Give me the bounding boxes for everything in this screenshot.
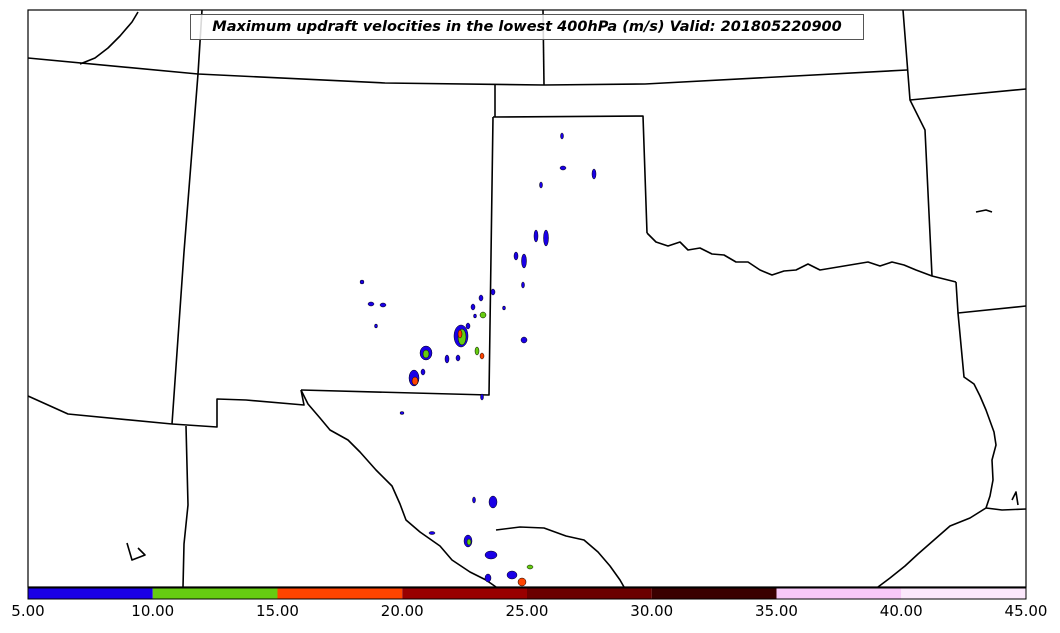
colorbar-bin [901,588,1026,599]
colorbar-bin [152,588,278,599]
sabine-river [957,312,997,509]
colorbar-tick-label: 20.00 [380,602,424,620]
updraft-cells [359,132,597,587]
border-chihuahua [182,425,189,588]
colorbar-tick-label: 40.00 [879,602,923,620]
colorbar-tick-label: 5.00 [11,602,45,620]
map-title: Maximum updraft velocities in the lowest… [190,14,864,40]
border-nm-south [171,389,305,428]
colorbar [27,587,1027,600]
lake-feature-ar [975,209,993,213]
colorbar-tick-label: 45.00 [1004,602,1048,620]
colorbar-tick-label: 15.00 [256,602,299,620]
colorbar-tick-label: 10.00 [131,602,175,620]
border-north-co [27,57,908,86]
lake-feature-nw [79,11,139,65]
texas-coast [877,507,987,588]
colorbar-bin [277,588,403,599]
state-boundaries [27,9,1027,588]
gulf-coast [985,507,1027,511]
border-ok-ar [909,99,933,277]
colorbar-tick-label: 30.00 [630,602,674,620]
border-az-mx [27,395,173,425]
colorbar-bin [527,588,652,599]
colorbar-outline [27,587,1027,600]
colorbar-bin [402,588,527,599]
louisiana-coast [1011,491,1019,506]
rio-grande [300,389,497,588]
red-river [646,232,957,283]
border-az-nm [171,73,199,425]
colorbar-bin [776,588,902,599]
colorbar-bin [651,588,777,599]
gulf-of-california [126,542,146,561]
map-frame [27,9,1027,588]
colorbar-bin [28,588,153,599]
colorbar-tick-label: 25.00 [505,602,549,620]
mexico-line [495,526,625,588]
border-ok-tx-panhandle [492,115,648,234]
colorbar-tick-label: 35.00 [755,602,798,620]
border-nm-tx [300,116,494,396]
